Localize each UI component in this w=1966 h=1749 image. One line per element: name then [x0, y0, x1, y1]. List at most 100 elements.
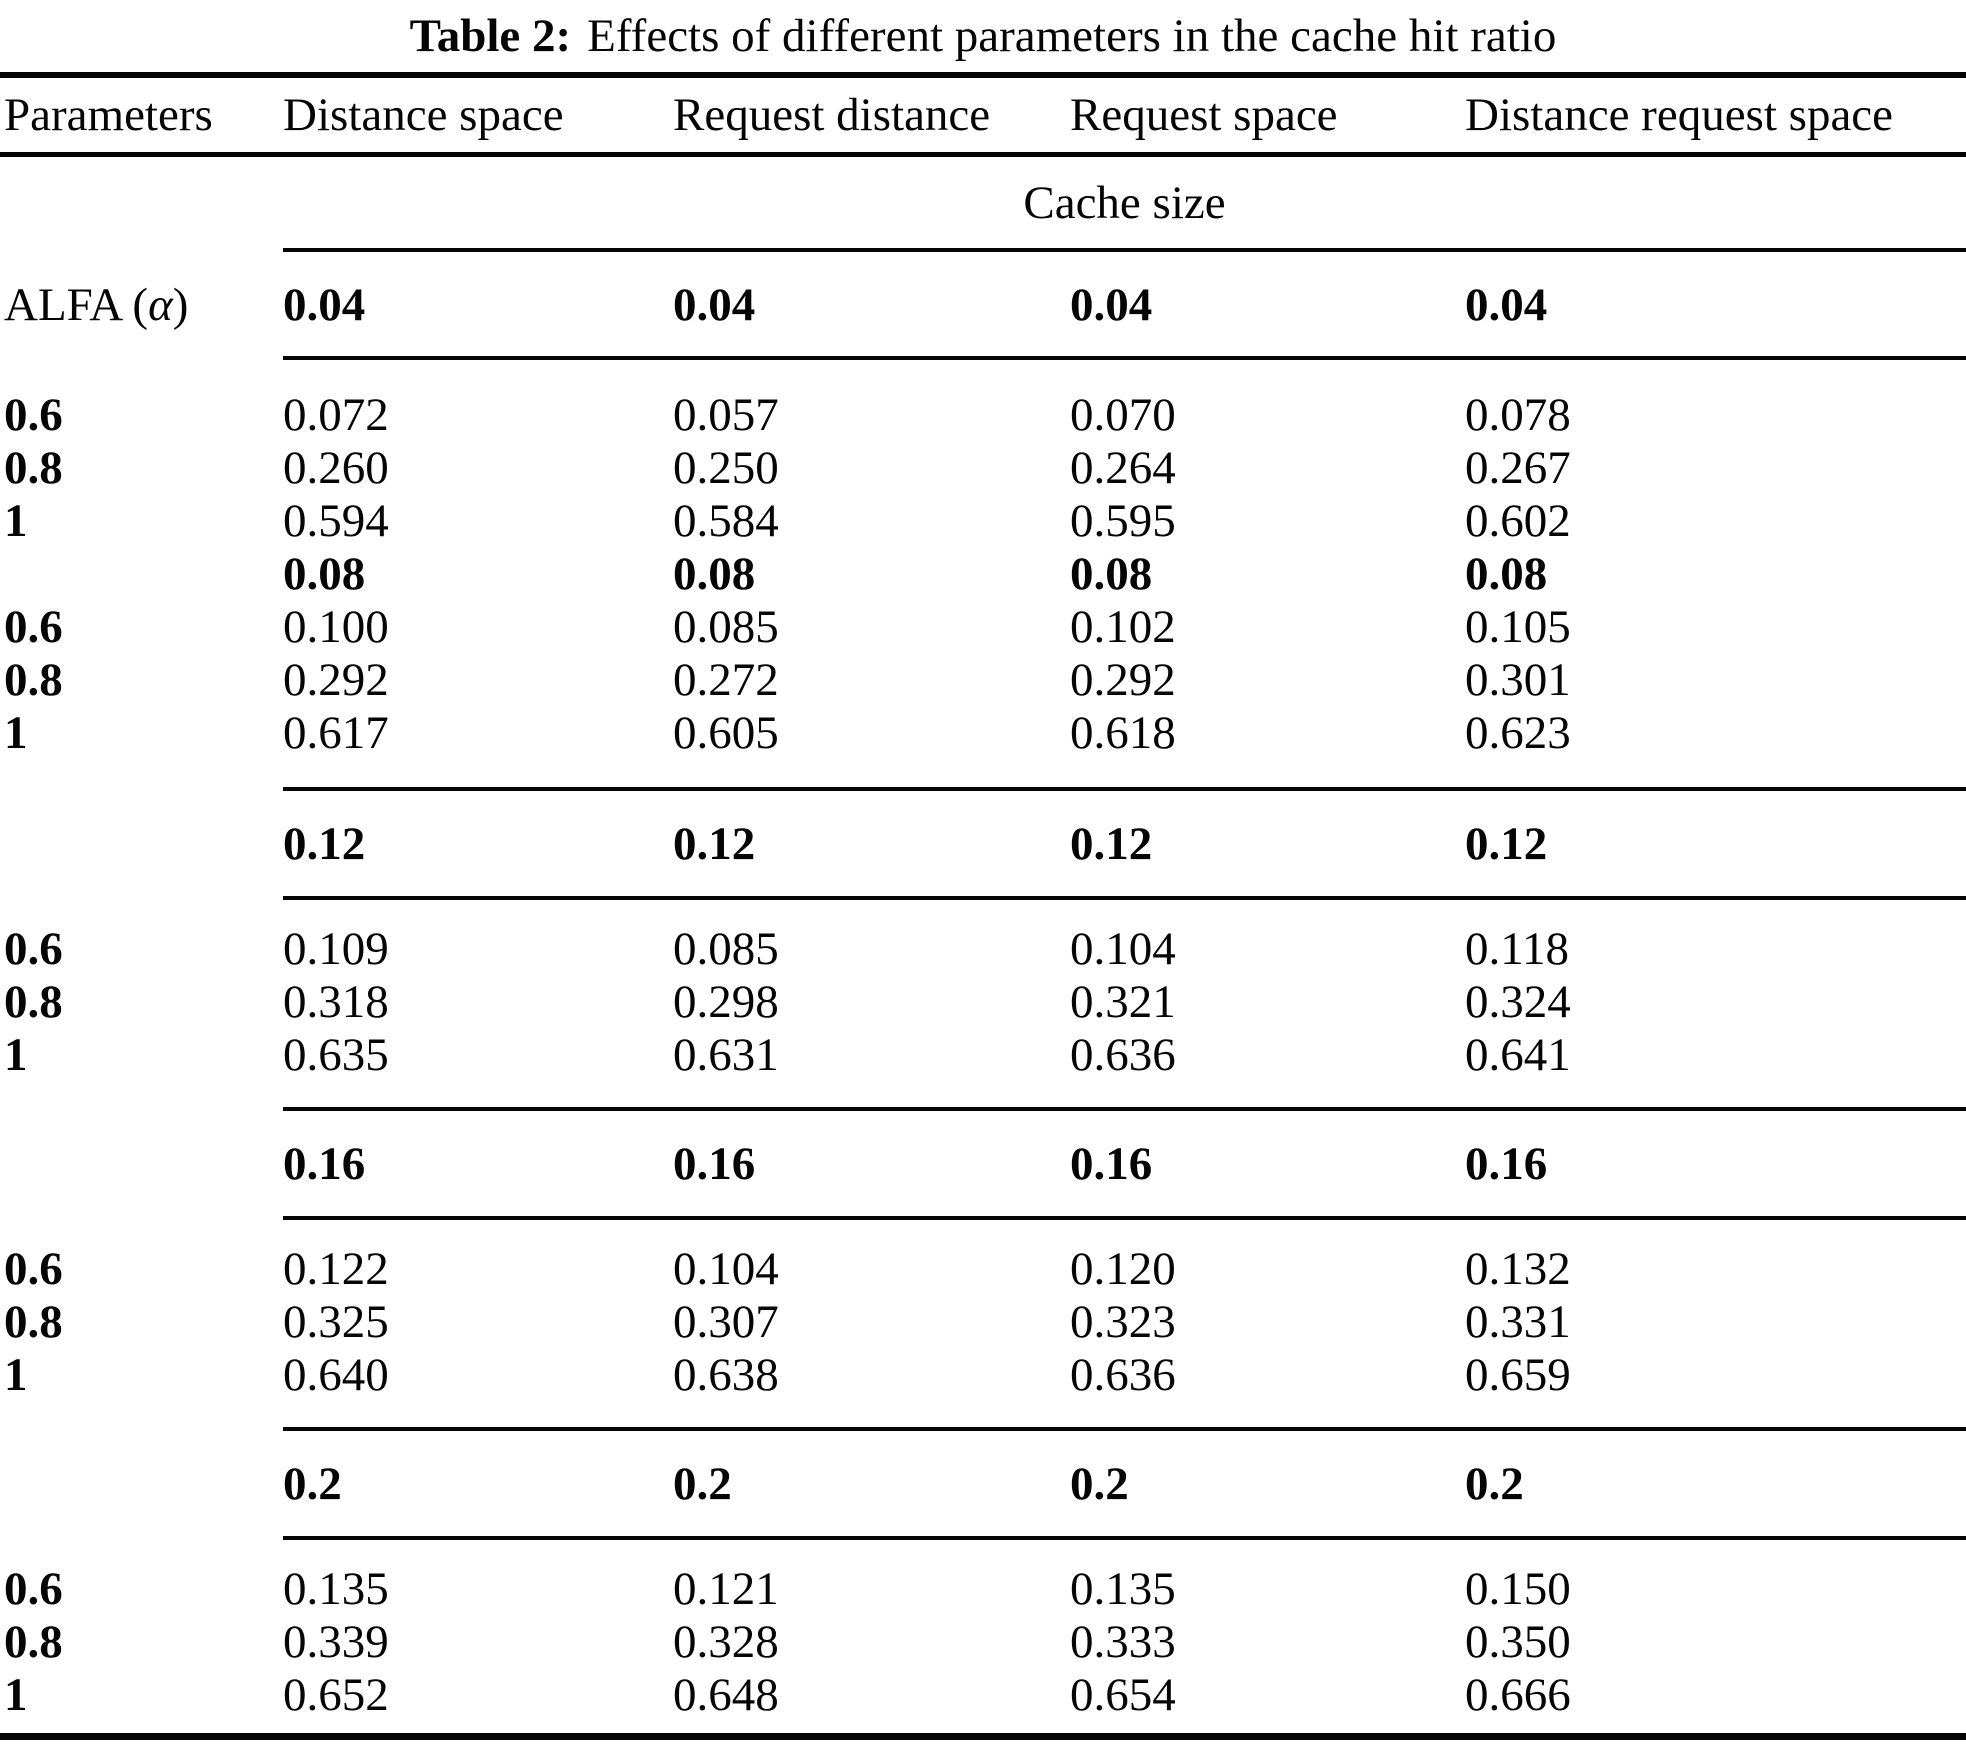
cache-size-value: 0.04: [673, 278, 756, 331]
hit-ratio-value: 0.122: [283, 1243, 389, 1295]
row-label-alfa: 0.6: [4, 923, 63, 975]
cache-size-value: 0.08: [283, 548, 366, 600]
data-block: 0.6 0.122 0.104 0.120 0.132 0.8 0.325 0.307 0.32…: [0, 1220, 1966, 1427]
cache-size-value: 0.04: [1070, 278, 1153, 331]
cache-size-value: 0.16: [283, 1138, 366, 1190]
table-row: 0.8 0.325 0.307 0.323 0.331: [0, 1295, 1966, 1348]
cache-size-value: 0.08: [673, 548, 756, 600]
hit-ratio-value: 0.339: [283, 1616, 389, 1668]
section-header-block: 0.12 0.12 0.12 0.12: [0, 791, 1966, 896]
table-body: ALFA (α) 0.04 0.04 0.04 0.04 0.6 0.072 0.057 0.0…: [0, 252, 1966, 1733]
cache-size-rule: [283, 248, 1966, 252]
hit-ratio-value: 0.298: [673, 976, 779, 1028]
hit-ratio-value: 0.666: [1465, 1669, 1571, 1721]
row-label-alfa: 0.8: [4, 1296, 63, 1348]
hit-ratio-value: 0.132: [1465, 1243, 1571, 1295]
hit-ratio-value: 0.659: [1465, 1349, 1571, 1401]
hit-ratio-value: 0.264: [1070, 442, 1176, 494]
hit-ratio-value: 0.292: [1070, 654, 1176, 706]
hit-ratio-value: 0.648: [673, 1669, 779, 1721]
hit-ratio-value: 0.636: [1070, 1029, 1176, 1081]
hit-ratio-value: 0.104: [1070, 923, 1176, 975]
row-label-alfa: 1: [4, 707, 28, 759]
row-label-alfa: 0.6: [4, 1243, 63, 1295]
table-row: 0.8 0.292 0.272 0.292 0.301: [0, 653, 1966, 706]
hit-ratio-value: 0.350: [1465, 1616, 1571, 1668]
hit-ratio-value: 0.324: [1465, 976, 1571, 1028]
hit-ratio-value: 0.301: [1465, 654, 1571, 706]
hit-ratio-value: 0.641: [1465, 1029, 1571, 1081]
table-row: 1 0.640 0.638 0.636 0.659: [0, 1348, 1966, 1401]
cache-size-value-row: 0.16 0.16 0.16 0.16: [0, 1137, 1966, 1190]
hit-ratio-value: 0.323: [1070, 1296, 1176, 1348]
row-label-alfa: 0.8: [4, 654, 63, 706]
hit-ratio-value: 0.260: [283, 442, 389, 494]
cache-size-value-row: 0.2 0.2 0.2 0.2: [0, 1457, 1966, 1510]
section-header-block: ALFA (α) 0.04 0.04 0.04 0.04: [0, 252, 1966, 356]
row-label-alfa: 0.6: [4, 601, 63, 653]
hit-ratio-value: 0.135: [1070, 1563, 1176, 1615]
alfa-parameter-label: ALFA (α): [4, 278, 189, 331]
hit-ratio-value: 0.321: [1070, 976, 1176, 1028]
cache-size-label: Cache size: [1023, 176, 1226, 229]
cache-size-value: 0.08: [1465, 548, 1548, 600]
row-label-alfa: 0.8: [4, 976, 63, 1028]
table-row: 1 0.652 0.648 0.654 0.666: [0, 1668, 1966, 1721]
cache-size-value: 0.12: [1465, 818, 1548, 870]
header-rule: [0, 152, 1966, 157]
table-row: 0.6 0.109 0.085 0.104 0.118: [0, 922, 1966, 975]
hit-ratio-value: 0.595: [1070, 495, 1176, 547]
top-rule: [0, 72, 1966, 78]
hit-ratio-value: 0.250: [673, 442, 779, 494]
hit-ratio-value: 0.100: [283, 601, 389, 653]
hit-ratio-value: 0.120: [1070, 1243, 1176, 1295]
hit-ratio-value: 0.623: [1465, 707, 1571, 759]
hit-ratio-value: 0.640: [283, 1349, 389, 1401]
table-caption: Table 2: Effects of different parameters…: [0, 0, 1966, 72]
cache-size-value-row: 0.08 0.08 0.08 0.08: [0, 547, 1966, 600]
cache-size-value: 0.16: [673, 1138, 756, 1190]
column-header-distance-space: Distance space: [283, 89, 564, 141]
hit-ratio-value: 0.072: [283, 389, 389, 441]
hit-ratio-value: 0.070: [1070, 389, 1176, 441]
column-header-distance-request-space: Distance request space: [1465, 89, 1894, 141]
data-block: 0.6 0.135 0.121 0.135 0.150 0.8 0.339 0.328 0.33…: [0, 1540, 1966, 1733]
hit-ratio-value: 0.078: [1465, 389, 1571, 441]
table-row: 0.6 0.100 0.085 0.102 0.105: [0, 600, 1966, 653]
section-rule: [283, 1536, 1966, 1540]
hit-ratio-value: 0.085: [673, 923, 779, 975]
hit-ratio-value: 0.085: [673, 601, 779, 653]
cache-size-value: 0.16: [1465, 1138, 1548, 1190]
hit-ratio-value: 0.272: [673, 654, 779, 706]
table-row: 1 0.635 0.631 0.636 0.641: [0, 1028, 1966, 1081]
column-header-request-space: Request space: [1070, 89, 1338, 141]
row-label-alfa: 1: [4, 1349, 28, 1401]
section-rule: [283, 356, 1966, 360]
hit-ratio-value: 0.635: [283, 1029, 389, 1081]
hit-ratio-value: 0.636: [1070, 1349, 1176, 1401]
hit-ratio-value: 0.331: [1465, 1296, 1571, 1348]
row-label-alfa: 0.6: [4, 389, 63, 441]
cache-size-value: 0.12: [283, 818, 366, 870]
cache-size-value: 0.04: [1465, 278, 1548, 331]
hit-ratio-value: 0.333: [1070, 1616, 1176, 1668]
hit-ratio-value: 0.109: [283, 923, 389, 975]
hit-ratio-value: 0.057: [673, 389, 779, 441]
hit-ratio-value: 0.654: [1070, 1669, 1176, 1721]
bottom-rule: [0, 1733, 1966, 1740]
table-row: 0.6 0.135 0.121 0.135 0.150: [0, 1562, 1966, 1615]
table-row: 1 0.594 0.584 0.595 0.602: [0, 494, 1966, 547]
alpha-symbol: α: [148, 278, 173, 331]
hit-ratio-value: 0.121: [673, 1563, 779, 1615]
data-block: 0.6 0.072 0.057 0.070 0.078 0.8 0.260 0.250 0.26…: [0, 360, 1966, 787]
hit-ratio-value: 0.292: [283, 654, 389, 706]
table-row: 0.6 0.072 0.057 0.070 0.078: [0, 388, 1966, 441]
hit-ratio-value: 0.638: [673, 1349, 779, 1401]
hit-ratio-value: 0.618: [1070, 707, 1176, 759]
section-rule: [283, 787, 1966, 791]
cache-size-value-row: 0.12 0.12 0.12 0.12: [0, 817, 1966, 870]
cache-size-value: 0.2: [283, 1458, 342, 1510]
row-label-alfa: 1: [4, 495, 28, 547]
column-header-row: Parameters Distance space Request distan…: [0, 78, 1966, 152]
hit-ratio-value: 0.594: [283, 495, 389, 547]
